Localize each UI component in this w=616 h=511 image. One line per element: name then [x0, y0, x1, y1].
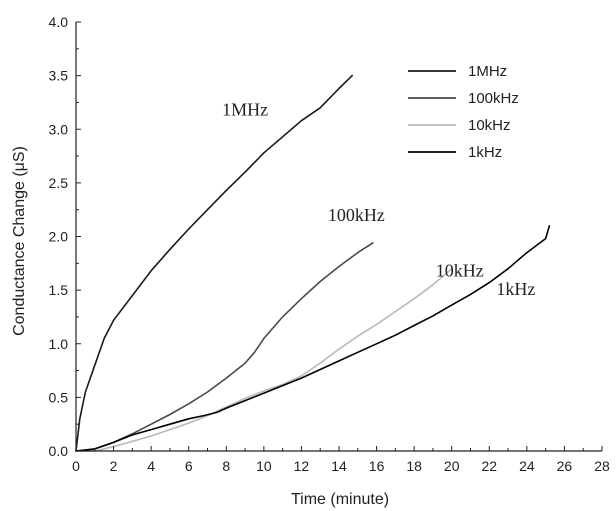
y-axis-title: Conductance Change (μS)	[11, 146, 28, 336]
x-tick-label: 18	[406, 458, 422, 474]
annotation-1khz: 1kHz	[496, 279, 535, 299]
series-line-10khz	[75, 267, 453, 452]
plot-lines	[75, 74, 551, 452]
x-tick-label: 14	[331, 458, 347, 474]
x-tick-label: 8	[222, 458, 230, 474]
series-line-1khz	[75, 225, 551, 452]
legend: 1MHz 100kHz 10kHz 1kHz	[408, 63, 519, 161]
y-tick-label: 0.5	[49, 389, 69, 405]
y-tick-label: 1.5	[49, 282, 69, 298]
legend-label: 1kHz	[468, 144, 502, 161]
x-tick-label: 28	[594, 458, 610, 474]
y-tick-label: 2.0	[49, 229, 69, 245]
y-tick-label: 4.0	[49, 14, 69, 30]
x-tick-label: 26	[557, 458, 573, 474]
legend-label: 1MHz	[468, 63, 507, 80]
series-line-100khz	[75, 242, 374, 452]
y-tick-label: 0.0	[49, 443, 69, 459]
series-annotations: 1MHz 100kHz 10kHz 1kHz	[222, 100, 535, 299]
annotation-100khz: 100kHz	[328, 205, 385, 225]
annotation-10khz: 10kHz	[436, 261, 484, 281]
x-axis: 0 2 4 6 8 10 12 14 16 18 20 22 24 26 28	[72, 446, 610, 474]
y-tick-label: 3.5	[49, 68, 69, 84]
x-tick-label: 4	[147, 458, 155, 474]
legend-label: 10kHz	[468, 117, 511, 134]
x-axis-title: Time (minute)	[291, 491, 389, 508]
x-tick-label: 2	[110, 458, 118, 474]
x-tick-label: 16	[369, 458, 385, 474]
x-tick-label: 10	[256, 458, 272, 474]
x-tick-label: 20	[444, 458, 460, 474]
y-tick-label: 1.0	[49, 336, 69, 352]
y-tick-label: 2.5	[49, 175, 69, 191]
series-line-1mhz	[75, 74, 353, 452]
legend-label: 100kHz	[468, 90, 519, 107]
y-tick-label: 3.0	[49, 121, 69, 137]
x-tick-label: 6	[185, 458, 193, 474]
x-tick-label: 0	[72, 458, 80, 474]
x-tick-label: 12	[294, 458, 310, 474]
annotation-1mhz: 1MHz	[222, 100, 268, 120]
x-tick-label: 24	[519, 458, 535, 474]
y-axis: 0.0 0.5 1.0 1.5 2.0 2.5 3.0 3.5 4.0	[49, 14, 81, 459]
x-tick-label: 22	[481, 458, 497, 474]
